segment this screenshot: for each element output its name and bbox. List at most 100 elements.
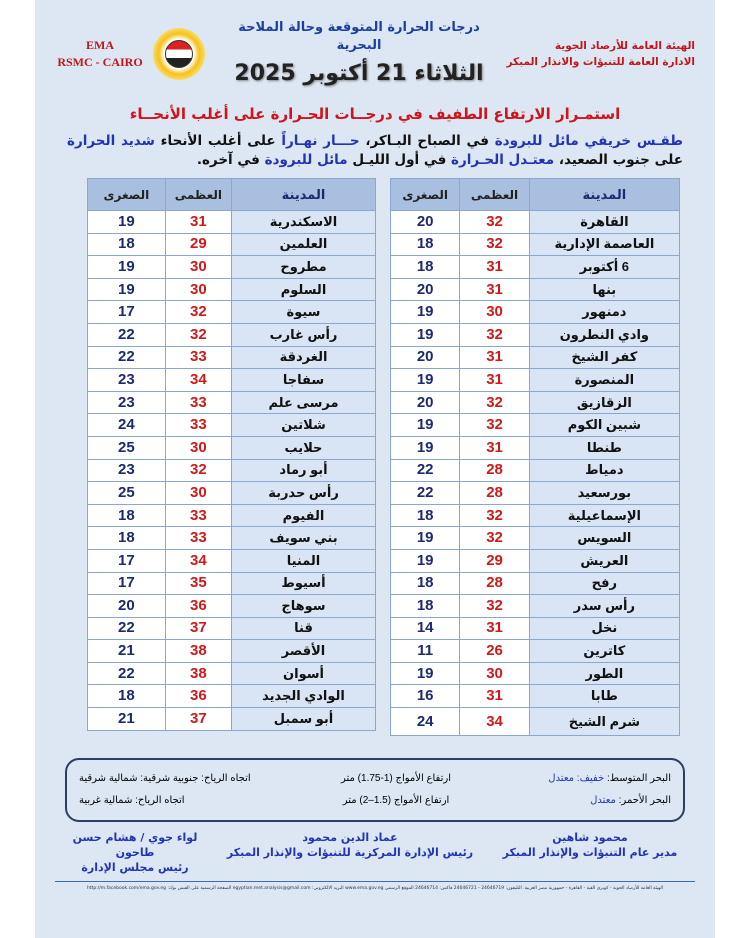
min-temp: 14 [389,616,461,641]
signatures: محمود شاهين مدير عام التنبؤات والإنذار ال… [55,830,695,875]
city-name: 6 أكتوبر [528,255,681,279]
max-temp: 32 [459,390,530,415]
city-name: رأس سدر [528,594,681,618]
max-temp: 31 [459,255,530,279]
city-name: الوادي الجديد [231,684,376,709]
footer-divider [55,881,695,883]
org-line-1: الهيئة العامة للأرصاد الجوية [554,40,695,52]
header-min: الصغرى [87,178,166,211]
header-city: المدينة [528,178,681,211]
wave-height: ارتفاع الأمواج (1-1.75) متر [341,773,451,785]
max-temp: 30 [459,300,530,324]
headline: استمـرار الارتفاع الطفيف في درجــات الحـ… [129,105,621,123]
table-row: كاترين 26 11 [389,639,681,663]
table-row: شرم الشيخ 34 24 [389,707,681,737]
min-temp: 19 [389,322,461,347]
max-temp: 33 [164,345,233,370]
desc-part: طقـس [636,133,683,149]
city-name: المنصورة [528,368,681,392]
max-temp: 31 [459,368,530,392]
ema-logo [153,28,205,80]
max-temp: 38 [164,639,233,663]
min-temp: 17 [87,571,166,596]
city-name: سفاجا [231,368,376,392]
max-temp: 34 [459,707,530,737]
max-temp: 37 [164,707,233,731]
max-temp: 33 [164,390,233,415]
signatory-name: لواء جوي / هشام حسن طاحون [72,831,198,860]
signature-3: لواء جوي / هشام حسن طاحون رئيس مجلس الإدا… [55,830,215,875]
max-temp: 32 [164,458,233,483]
city-name: حلايب [231,435,376,460]
city-name: دمياط [528,458,681,483]
city-name: الزقازيق [528,390,681,415]
wave-height: ارتفاع الأمواج (1.5–2) متر [342,795,450,807]
min-temp: 17 [87,300,166,324]
sea-row-mediterranean: البحر المتوسط: خفيف: معتدل ارتفاع الأموا… [79,768,671,790]
city-name: العاصمة الإدارية [528,232,681,257]
max-temp: 33 [164,413,233,437]
max-temp: 31 [459,345,530,370]
max-temp: 36 [164,684,233,709]
table-row: رأس سدر 32 18 [389,594,681,618]
table-row: الاسكندرية 31 19 [87,210,376,234]
desc-part: في أول الليـل [347,152,447,168]
signature-2: عماد الدين محمود رئيس الإدارة المركزية لل… [223,830,477,875]
city-name: نخل [528,616,681,641]
bulletin-page: EMA RSMC - CAIRO درجات الحرارة المتوقعة و… [35,0,715,938]
max-temp: 30 [164,481,233,505]
max-temp: 32 [459,503,530,528]
table-row: بنها 31 20 [389,277,681,302]
table-row: دمنهور 30 19 [389,300,681,324]
city-name: دمنهور [528,300,681,324]
max-temp: 37 [164,616,233,641]
bulletin-date: الثلاثاء 21 أكتوبر 2025 [234,61,484,86]
min-temp: 19 [87,255,166,279]
min-temp: 19 [389,413,461,437]
sea-state: خفيف: معتدل [548,773,605,785]
table-row: العاصمة الإدارية 32 18 [389,232,681,257]
city-name: أسيوط [231,571,376,596]
table-row: المنصورة 31 19 [389,368,681,392]
title-block: درجات الحرارة المتوقعة وحالة الملاحة الب… [213,19,505,89]
ema-label: EMA RSMC - CAIRO [55,37,145,71]
max-temp: 31 [164,210,233,234]
city-name: السلوم [231,277,376,302]
signatory-title: رئيس مجلس الإدارة [81,861,189,875]
desc-part: على جنوب الصعيد، [554,152,683,168]
max-temp: 32 [164,300,233,324]
max-temp: 34 [164,548,233,573]
min-temp: 22 [389,481,461,505]
table-row: الزقازيق 32 20 [389,390,681,415]
min-temp: 22 [87,345,166,370]
bulletin-header: EMA RSMC - CAIRO درجات الحرارة المتوقعة و… [55,16,695,92]
max-temp: 31 [459,684,530,709]
sea-row-red-sea: البحر الأحمر: معتدل ارتفاع الأمواج (1.5–… [79,790,671,812]
table-row: سفاجا 34 23 [87,368,376,392]
city-name: مطروح [231,255,376,279]
min-temp: 20 [389,210,461,234]
city-name: بورسعيد [528,481,681,505]
desc-part: حـــار نهـاراً [275,133,360,149]
city-name: أبو رماد [231,458,376,483]
city-name: سوهاج [231,594,376,618]
city-name: رأس حدربة [231,481,376,505]
max-temp: 32 [459,594,530,618]
table-row: نخل 31 14 [389,616,681,641]
table-row: الإسماعيلية 32 18 [389,503,681,528]
weather-description: طقـس خريفي مائل للبرودة في الصباح البـاك… [55,132,695,170]
city-name: أسوان [231,661,376,686]
sea-state: معتدل [590,795,616,807]
min-temp: 20 [389,345,461,370]
min-temp: 22 [87,661,166,686]
min-temp: 20 [87,594,166,618]
desc-part: في آخره. [196,152,260,168]
table-row: رأس حدربة 30 25 [87,481,376,505]
table-row: أسيوط 35 17 [87,571,376,596]
table-row: العلمين 29 18 [87,232,376,257]
city-name: المنيا [231,548,376,573]
desc-part: خريفي مائل للبرودة [488,133,637,149]
max-temp: 31 [459,435,530,460]
rsmc-line: RSMC - CAIRO [57,55,143,69]
max-temp: 32 [459,526,530,550]
